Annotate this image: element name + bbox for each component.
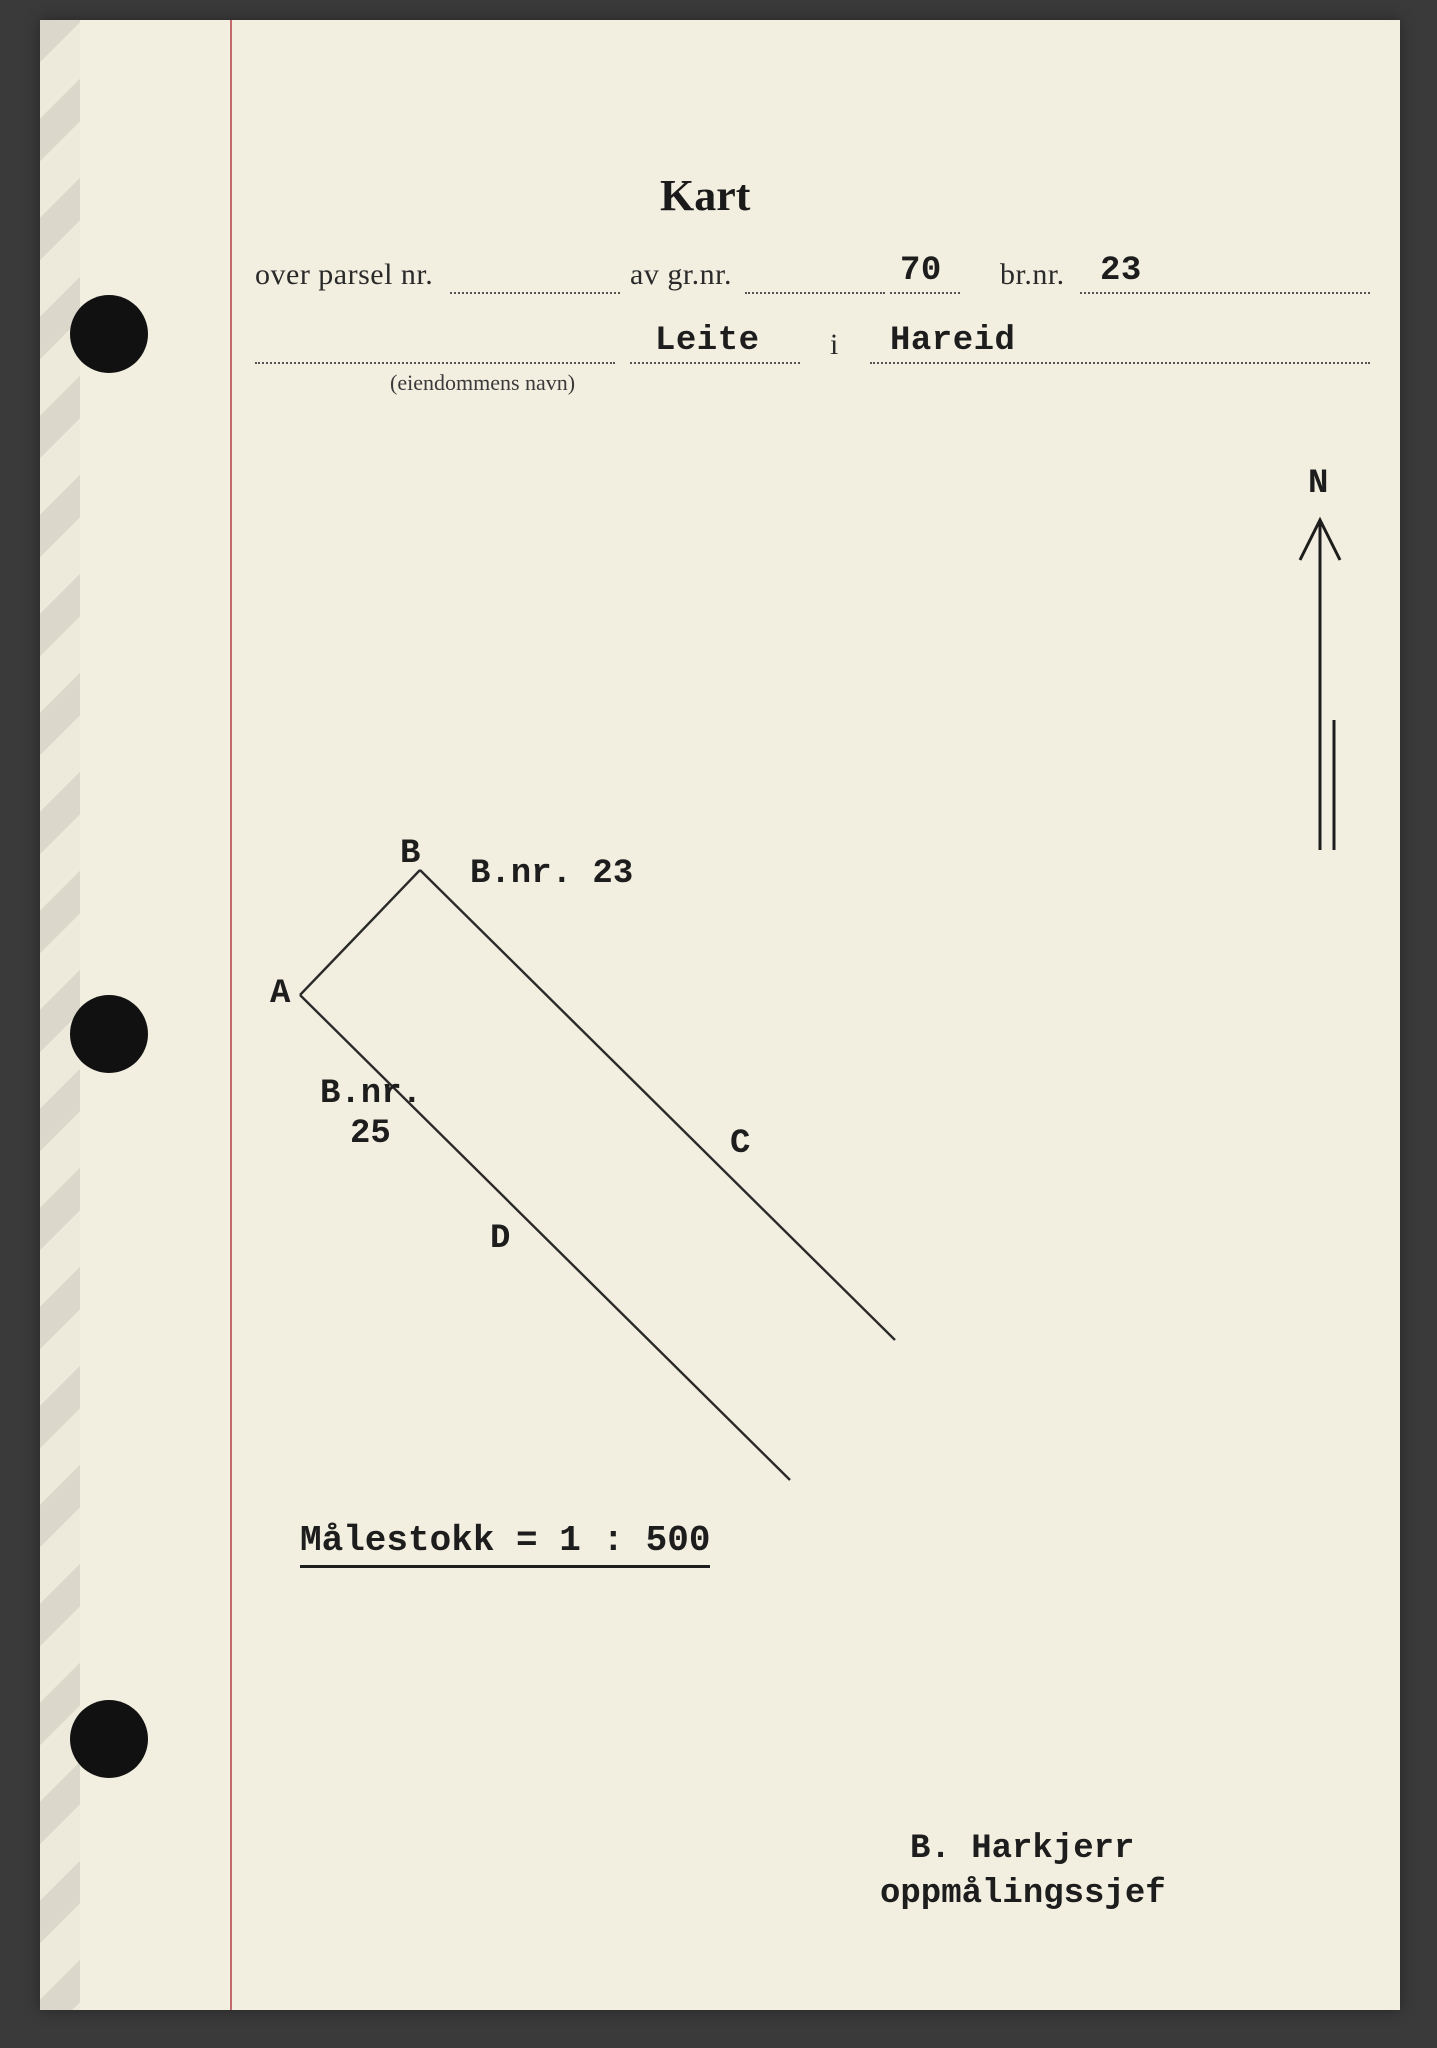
plot-annot-bnr: B.nr. — [320, 1075, 422, 1113]
document-page: Kart over parsel nr. av gr.nr. 70 br.nr.… — [40, 20, 1400, 2010]
plot-annot-c: C — [730, 1125, 750, 1163]
signature-title: oppmålingssjef — [880, 1875, 1166, 1913]
diagram-svg — [40, 20, 1400, 2010]
plot-vertex-a: A — [270, 975, 290, 1013]
signature-name: B. Harkjerr — [910, 1830, 1134, 1868]
plot-annot-d: D — [490, 1220, 510, 1258]
plot-edge-bc — [420, 870, 895, 1340]
plot-annot-25: 25 — [350, 1115, 391, 1153]
plot-edge-ab — [300, 870, 420, 995]
plot-vertex-b: B — [400, 835, 420, 873]
plot-annot-bnr23: B.nr. 23 — [470, 855, 633, 893]
plot-edge-ad — [300, 995, 790, 1480]
scale-text: Målestokk = 1 : 500 — [300, 1520, 710, 1568]
